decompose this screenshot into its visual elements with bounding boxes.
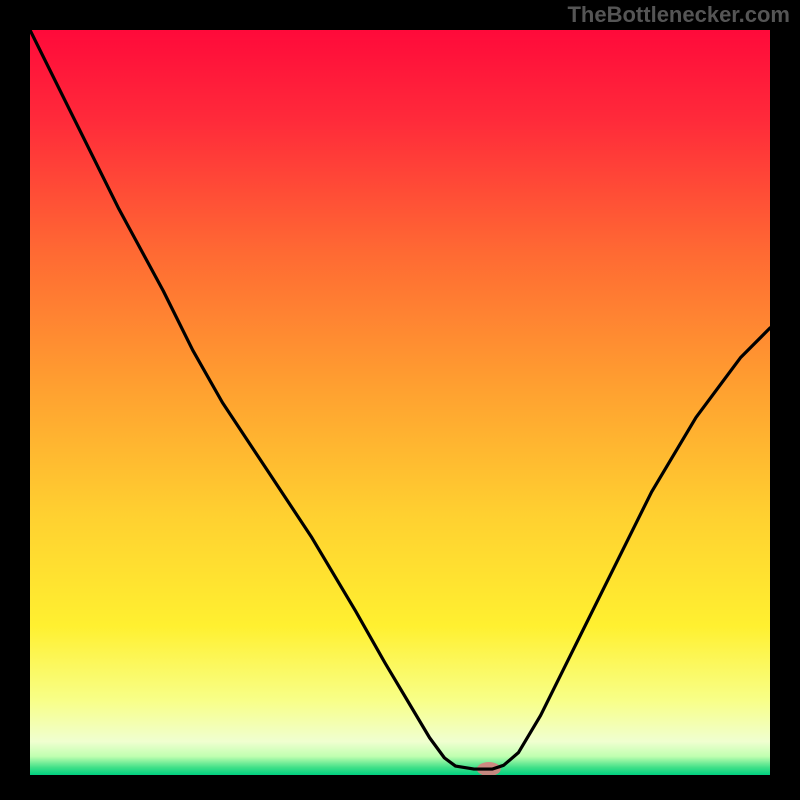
bottleneck-chart	[30, 30, 770, 775]
attribution-text: TheBottlenecker.com	[567, 2, 790, 28]
gradient-rect	[30, 30, 770, 775]
plot-area	[30, 30, 770, 775]
chart-frame: TheBottlenecker.com	[0, 0, 800, 800]
